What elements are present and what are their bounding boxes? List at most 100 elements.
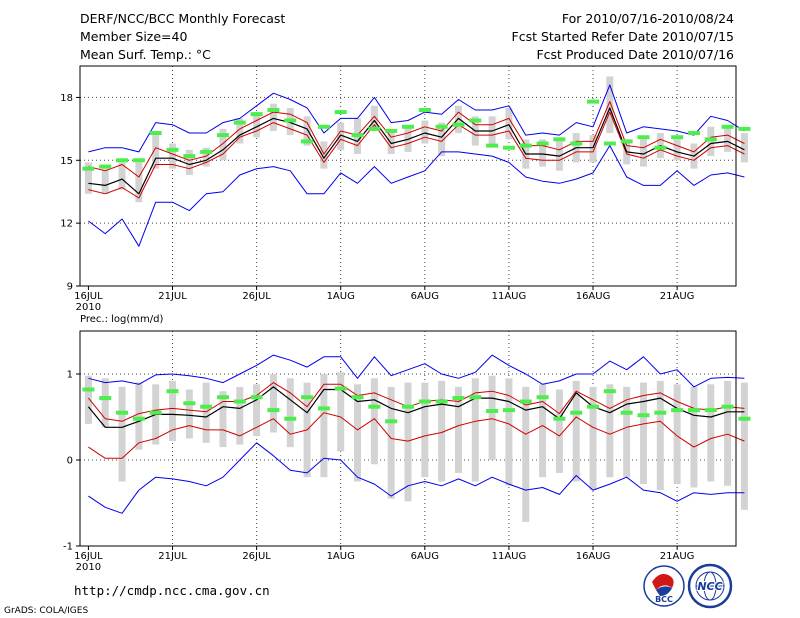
spread-box — [707, 126, 715, 157]
observed-marker — [132, 416, 145, 421]
x-tick-label: 1AUG — [327, 291, 355, 302]
spread-box — [438, 380, 446, 482]
spread-box — [438, 122, 446, 157]
observed-marker — [687, 131, 700, 136]
observed-marker — [216, 395, 229, 400]
spread-box — [269, 103, 277, 131]
ncc-logo-text: NCC — [697, 580, 722, 593]
spread-box — [421, 382, 429, 478]
y-tick-label: 12 — [60, 219, 73, 230]
spread-box — [185, 389, 193, 439]
x-tick-label: 21AUG — [660, 291, 695, 302]
spread-box — [269, 374, 277, 433]
spread-box — [169, 380, 177, 442]
observed-marker — [502, 408, 515, 413]
precipitation-panel: -1 0 1 16JUL 21JUL 26JUL 1AUG 6AUG 11AUG 16AUG 21A… — [63, 330, 751, 573]
precip-panel-title: Prec.: log(mm/d) — [80, 314, 163, 325]
observed-marker — [738, 126, 751, 131]
spread-box — [656, 380, 664, 491]
observed-marker — [536, 395, 549, 400]
observed-marker — [587, 404, 600, 409]
bcc-logo-swirl-blue — [656, 586, 672, 596]
observed-marker — [486, 408, 499, 413]
spread-box — [320, 141, 328, 169]
observed-marker — [519, 399, 532, 404]
observed-marker — [418, 399, 431, 404]
y-tick-label: 1 — [67, 370, 73, 381]
observed-marker — [570, 410, 583, 415]
spread-box — [488, 375, 496, 460]
observed-marker — [301, 139, 314, 144]
observed-marker — [687, 408, 700, 413]
spread-box — [404, 382, 412, 502]
observed-marker — [570, 141, 583, 146]
produced-date-label: Fcst Produced Date 2010/07/16 — [536, 47, 734, 62]
observed-marker — [368, 126, 381, 131]
spread-box — [505, 378, 513, 486]
start-date-label: Fcst Started Refer Date 2010/07/15 — [512, 29, 735, 44]
ensemble-max-line — [88, 84, 745, 153]
spread-box — [236, 118, 244, 144]
observed-marker — [267, 408, 280, 413]
observed-marker — [351, 395, 364, 400]
observed-marker — [654, 410, 667, 415]
observed-marker — [200, 149, 213, 154]
spread-box — [253, 384, 261, 436]
observed-marker — [536, 141, 549, 146]
ensemble-mean-line — [88, 107, 745, 195]
footer-url[interactable]: http://cmdp.ncc.cma.gov.cn — [74, 583, 270, 598]
observed-marker — [704, 408, 717, 413]
spread-box — [471, 378, 479, 482]
observed-marker — [250, 395, 263, 400]
spread-box — [589, 135, 597, 163]
x-year-label: 2010 — [76, 302, 101, 313]
spread-box — [303, 116, 311, 146]
spread-box — [219, 128, 227, 161]
observed-marker — [671, 135, 684, 140]
spread-box — [589, 386, 597, 491]
observed-marker — [334, 110, 347, 115]
bcc-logo: BCC — [643, 565, 685, 607]
observed-marker — [200, 404, 213, 409]
observed-marker — [368, 404, 381, 409]
spread-box — [539, 139, 547, 167]
observed-marker — [418, 108, 431, 112]
x-tick-label: 16AUG — [576, 551, 611, 562]
spread-box — [219, 391, 227, 448]
observed-marker — [99, 164, 112, 169]
plot-frame — [79, 330, 737, 547]
x-tick-label: 21JUL — [158, 291, 187, 302]
observed-marker — [216, 133, 229, 138]
spread-box — [673, 139, 681, 161]
spread-box — [572, 380, 580, 482]
temperature-panel: 9 12 15 18 16JUL 21JUL 26JUL 1AUG 6AUG 11AUG 16AUG… — [60, 65, 751, 313]
spread-box — [101, 378, 109, 428]
bcc-logo-ring — [643, 565, 685, 607]
spread-box — [454, 386, 462, 473]
x-tick-label: 11AUG — [492, 291, 527, 302]
observed-marker — [284, 118, 297, 123]
observed-marker — [738, 416, 751, 421]
spread-box — [724, 380, 732, 486]
observed-marker — [671, 408, 684, 413]
observed-marker — [721, 404, 734, 409]
ensemble-mean-line — [87, 386, 745, 428]
observed-marker — [603, 389, 616, 394]
spread-box — [639, 139, 647, 167]
observed-marker — [620, 410, 633, 415]
spread-box — [707, 384, 715, 482]
spread-box — [387, 128, 395, 154]
figure-title: DERF/NCC/BCC Monthly Forecast — [80, 11, 285, 26]
spread-box — [724, 126, 732, 152]
observed-marker — [166, 389, 179, 394]
observed-marker — [301, 395, 314, 400]
observed-marker — [654, 145, 667, 150]
x-tick-label: 1AUG — [327, 551, 355, 562]
observed-marker — [502, 145, 515, 150]
observed-marker — [469, 118, 482, 123]
observed-marker — [620, 139, 633, 144]
observed-marker — [233, 399, 246, 404]
x-tick-label: 26JUL — [242, 291, 271, 302]
spread-box — [690, 386, 698, 488]
